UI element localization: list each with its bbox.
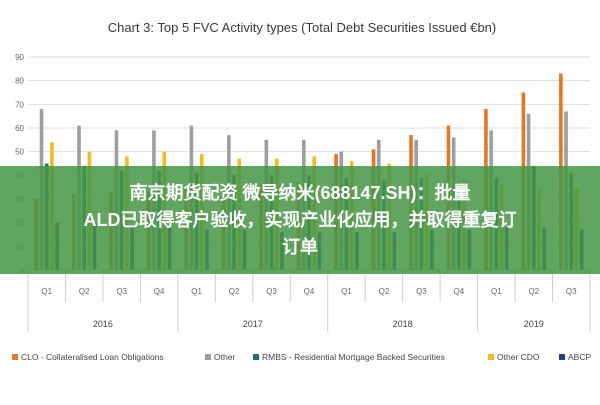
x-tick-label: Q3 bbox=[566, 287, 577, 296]
legend-label: Other bbox=[214, 352, 235, 362]
x-tick-label: Q4 bbox=[454, 287, 465, 296]
legend-swatch bbox=[205, 354, 211, 360]
x-tick-label: Q3 bbox=[416, 287, 427, 296]
x-tick-label: Q4 bbox=[304, 287, 315, 296]
y-tick-label: 50 bbox=[15, 148, 24, 157]
headline-line-3: 订单 bbox=[282, 236, 318, 257]
legend-swatch bbox=[488, 354, 494, 360]
legend-swatch bbox=[253, 354, 259, 360]
headline-line-1: 南京期货配资 微导纳米(688147.SH)：批量 bbox=[129, 182, 471, 203]
x-tick-label: Q3 bbox=[266, 287, 277, 296]
legend-swatch bbox=[559, 354, 565, 360]
x-tick-label: Q2 bbox=[379, 287, 390, 296]
legend-swatch bbox=[12, 354, 18, 360]
y-tick-label: 80 bbox=[15, 77, 24, 86]
x-tick-label: Q2 bbox=[79, 287, 90, 296]
x-tick-label: Q2 bbox=[528, 287, 539, 296]
x-tick-label: Q1 bbox=[341, 287, 352, 296]
y-tick-label: 60 bbox=[15, 124, 24, 133]
x-tick-label: Q1 bbox=[191, 287, 202, 296]
legend-label: Other CDO bbox=[497, 352, 540, 362]
year-label: 2019 bbox=[524, 319, 544, 329]
legend-label: ABCP bbox=[568, 352, 591, 362]
legend: CLO - Collateralised Loan Obligations Oth… bbox=[12, 352, 591, 362]
y-tick-label: 90 bbox=[15, 53, 24, 62]
x-tick-label: Q1 bbox=[41, 287, 52, 296]
x-tick-label: Q4 bbox=[154, 287, 165, 296]
headline-line-2: ALD已取得客户验收，实现产业化应用，并取得重复订 bbox=[83, 209, 517, 230]
x-axis: Q1 Q2 Q3 Q4 Q1 Q2 Q3 Q4 Q1 Q2 Q3 Q4 Q1 Q2 Q3 2016 2017 20… bbox=[27, 269, 591, 332]
year-label: 2017 bbox=[243, 319, 263, 329]
legend-label: CLO - Collateralised Loan Obligations bbox=[21, 352, 164, 362]
y-tick-label: 70 bbox=[15, 100, 24, 109]
news-headline-banner: 南京期货配资 微导纳米(688147.SH)：批量 ALD已取得客户验收，实现产… bbox=[0, 166, 600, 274]
year-label: 2018 bbox=[393, 319, 413, 329]
x-tick-label: Q2 bbox=[229, 287, 240, 296]
year-label: 2016 bbox=[93, 319, 113, 329]
x-tick-label: Q3 bbox=[116, 287, 127, 296]
legend-label: RMBS - Residential Mortgage Backed Secur… bbox=[262, 352, 445, 362]
chart-title: Chart 3: Top 5 FVC Activity types (Total… bbox=[108, 20, 497, 35]
x-tick-label: Q1 bbox=[491, 287, 502, 296]
